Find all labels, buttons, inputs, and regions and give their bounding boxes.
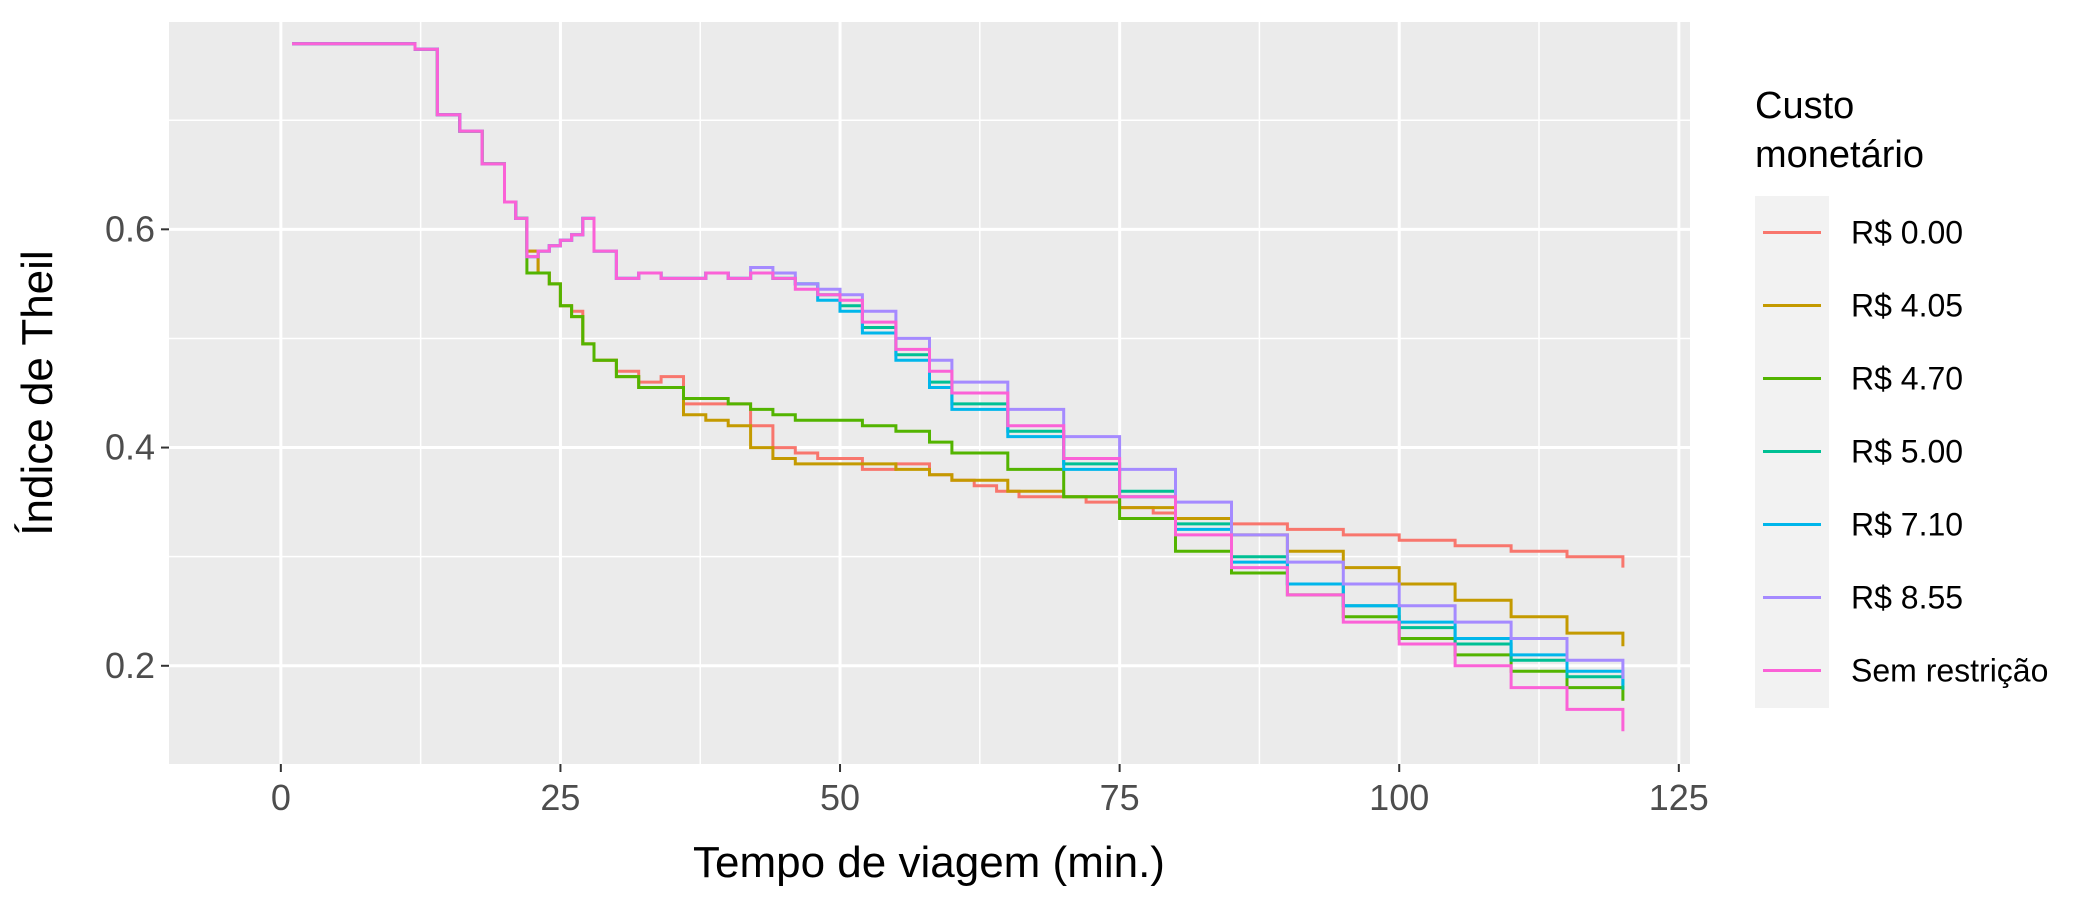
series-line: [292, 42, 1625, 732]
x-tick-label: 50: [820, 777, 860, 818]
legend-items: R$ 0.00 R$ 4.05 R$ 4.70 R$ 5.00 R$ 7.10 R$ 8.…: [1763, 215, 2048, 689]
y-tick-label: 0.2: [105, 645, 155, 686]
legend-item-label: R$ 7.10: [1851, 507, 1963, 543]
legend-item-label: R$ 4.05: [1851, 288, 1963, 324]
legend-item-label: R$ 5.00: [1851, 434, 1963, 470]
x-tick-label: 125: [1649, 777, 1709, 818]
x-axis-ticks: 0 25 50 75 100 125: [271, 764, 1709, 818]
x-tick-label: 25: [540, 777, 580, 818]
x-tick-label: 100: [1369, 777, 1429, 818]
plot-panel: [169, 22, 1690, 764]
y-axis-title: Índice de Theil: [13, 250, 62, 535]
x-tick-label: 0: [271, 777, 291, 818]
legend-item-label: R$ 8.55: [1851, 580, 1963, 616]
y-tick-label: 0.4: [105, 427, 155, 468]
y-tick-label: 0.6: [105, 208, 155, 249]
series-lines: [292, 42, 1625, 732]
legend-item-label: R$ 0.00: [1851, 215, 1963, 251]
legend-item-label: Sem restrição: [1851, 653, 2048, 689]
legend-title-line-2: monetário: [1755, 134, 1924, 176]
x-tick-label: 75: [1100, 777, 1140, 818]
legend: Custo monetário R$ 0.00R$ 4.05R$ 4.70R$ …: [1755, 85, 2048, 708]
x-axis-title: Tempo de viagem (min.): [693, 838, 1165, 887]
legend-title-line-1: Custo: [1755, 85, 1854, 127]
legend-item-label: R$ 4.70: [1851, 361, 1963, 397]
y-axis-ticks: 0.2 0.4 0.6: [105, 208, 169, 686]
